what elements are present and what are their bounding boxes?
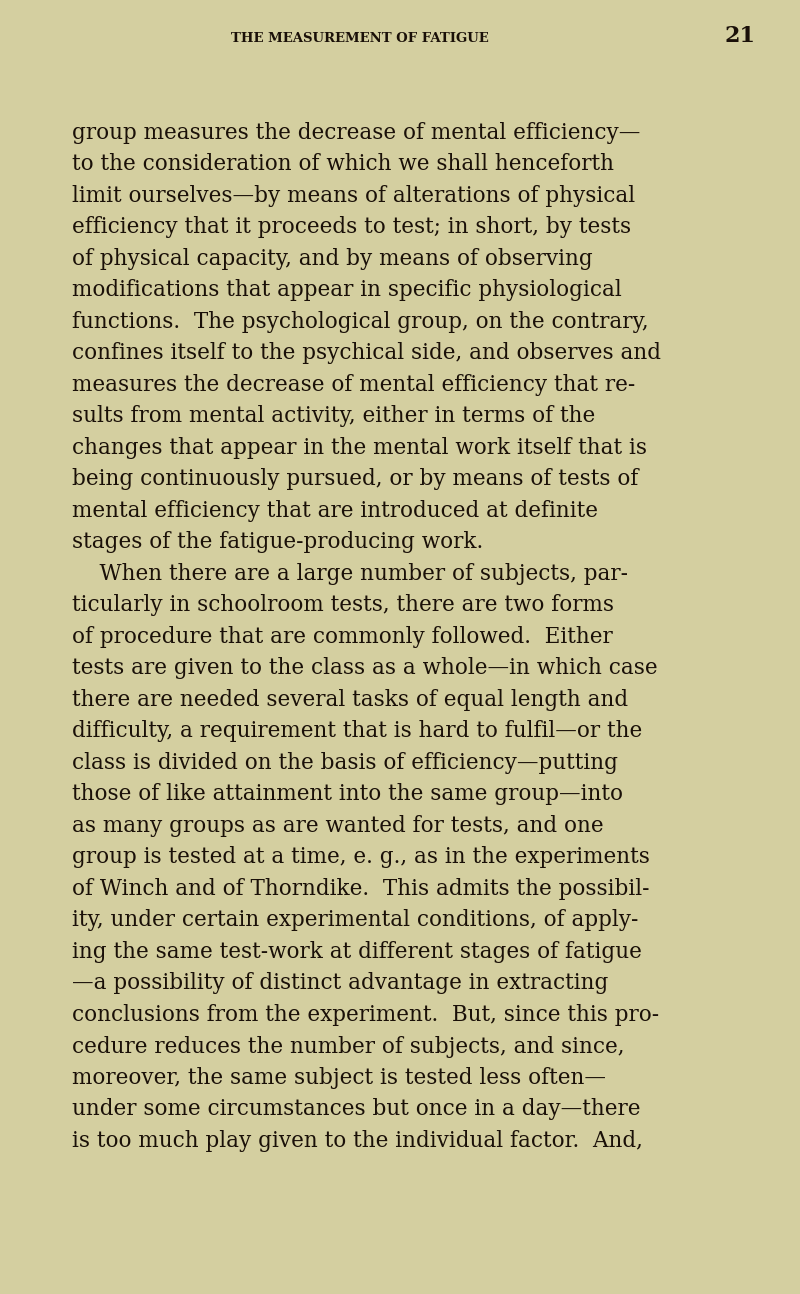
- Text: tests are given to the class as a whole—in which case: tests are given to the class as a whole—…: [72, 657, 658, 679]
- Text: efficiency that it proceeds to test; in short, by tests: efficiency that it proceeds to test; in …: [72, 216, 631, 238]
- Text: there are needed several tasks of equal length and: there are needed several tasks of equal …: [72, 688, 628, 710]
- Text: modifications that appear in specific physiological: modifications that appear in specific ph…: [72, 280, 622, 302]
- Text: to the consideration of which we shall henceforth: to the consideration of which we shall h…: [72, 154, 614, 176]
- Text: mental efficiency that are introduced at definite: mental efficiency that are introduced at…: [72, 499, 598, 521]
- Text: moreover, the same subject is tested less often—: moreover, the same subject is tested les…: [72, 1068, 606, 1090]
- Text: group is tested at a time, e. g., as in the experiments: group is tested at a time, e. g., as in …: [72, 846, 650, 868]
- Text: conclusions from the experiment.  But, since this pro-: conclusions from the experiment. But, si…: [72, 1004, 659, 1026]
- Text: ing the same test-work at different stages of fatigue: ing the same test-work at different stag…: [72, 941, 642, 963]
- Text: 21: 21: [724, 25, 755, 47]
- Text: those of like attainment into the same group—into: those of like attainment into the same g…: [72, 783, 623, 805]
- Text: changes that appear in the mental work itself that is: changes that appear in the mental work i…: [72, 437, 647, 459]
- Text: stages of the fatigue-producing work.: stages of the fatigue-producing work.: [72, 532, 483, 554]
- Text: —a possibility of distinct advantage in extracting: —a possibility of distinct advantage in …: [72, 973, 608, 995]
- Text: confines itself to the psychical side, and observes and: confines itself to the psychical side, a…: [72, 343, 661, 365]
- Text: measures the decrease of mental efficiency that re-: measures the decrease of mental efficien…: [72, 374, 635, 396]
- Text: class is divided on the basis of efficiency—putting: class is divided on the basis of efficie…: [72, 752, 618, 774]
- Text: ity, under certain experimental conditions, of apply-: ity, under certain experimental conditio…: [72, 910, 638, 932]
- Text: difficulty, a requirement that is hard to fulfil—or the: difficulty, a requirement that is hard t…: [72, 721, 642, 743]
- Text: ticularly in schoolroom tests, there are two forms: ticularly in schoolroom tests, there are…: [72, 594, 614, 616]
- Text: of procedure that are commonly followed.  Either: of procedure that are commonly followed.…: [72, 626, 613, 648]
- Text: limit ourselves—by means of alterations of physical: limit ourselves—by means of alterations …: [72, 185, 635, 207]
- Text: being continuously pursued, or by means of tests of: being continuously pursued, or by means …: [72, 468, 638, 490]
- Text: sults from mental activity, either in terms of the: sults from mental activity, either in te…: [72, 405, 595, 427]
- Text: When there are a large number of subjects, par-: When there are a large number of subject…: [72, 563, 628, 585]
- Text: THE MEASUREMENT OF FATIGUE: THE MEASUREMENT OF FATIGUE: [231, 32, 489, 45]
- Text: group measures the decrease of mental efficiency—: group measures the decrease of mental ef…: [72, 122, 640, 144]
- Text: as many groups as are wanted for tests, and one: as many groups as are wanted for tests, …: [72, 815, 604, 837]
- Text: is too much play given to the individual factor.  And,: is too much play given to the individual…: [72, 1130, 643, 1152]
- Text: under some circumstances but once in a day—there: under some circumstances but once in a d…: [72, 1099, 641, 1121]
- Text: cedure reduces the number of subjects, and since,: cedure reduces the number of subjects, a…: [72, 1035, 625, 1057]
- Text: of physical capacity, and by means of observing: of physical capacity, and by means of ob…: [72, 248, 593, 270]
- Text: of Winch and of Thorndike.  This admits the possibil-: of Winch and of Thorndike. This admits t…: [72, 879, 650, 901]
- Text: functions.  The psychological group, on the contrary,: functions. The psychological group, on t…: [72, 311, 649, 333]
